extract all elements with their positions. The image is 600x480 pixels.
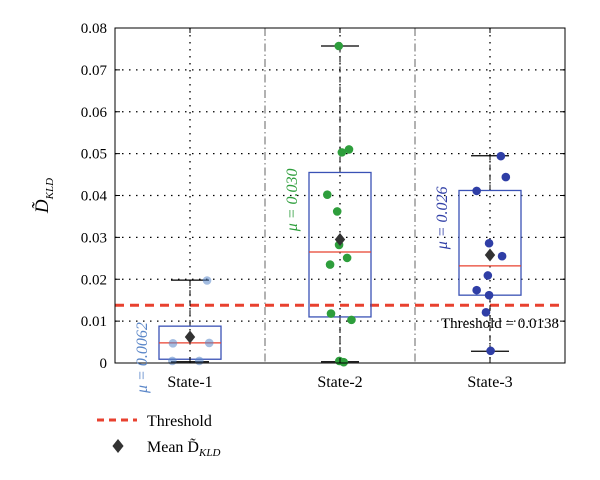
mean-marker — [484, 248, 496, 262]
x-category-label: State-1 — [167, 374, 212, 391]
data-point — [472, 186, 481, 196]
data-point — [342, 253, 352, 263]
data-point — [202, 276, 212, 285]
data-point — [497, 251, 507, 261]
data-point — [326, 309, 336, 318]
y-tick-label: 0.07 — [81, 63, 108, 79]
y-tick-label: 0.04 — [81, 189, 108, 205]
x-category-label: State-2 — [317, 374, 362, 391]
y-tick-label: 0.03 — [81, 230, 107, 246]
y-tick-label: 0.01 — [81, 314, 107, 330]
y-tick-label: 0.02 — [81, 272, 107, 288]
legend-threshold-label: Threshold — [147, 413, 212, 430]
data-point — [347, 315, 356, 325]
legend: Threshold Mean D̃KLD — [97, 413, 220, 459]
legend-mean-swatch — [112, 439, 124, 453]
legend-mean-label: Mean D̃KLD — [147, 438, 220, 459]
data-point — [483, 271, 493, 280]
data-point — [496, 151, 506, 161]
mean-marker — [184, 330, 196, 344]
y-tick-label: 0.05 — [81, 147, 107, 163]
y-tick-label: 0.08 — [81, 21, 107, 37]
mean-value-label: μ = 0.030 — [284, 168, 301, 232]
data-point — [484, 238, 494, 248]
point-layer — [168, 41, 511, 367]
axis-layer — [114, 27, 566, 364]
state-separators — [264, 28, 416, 363]
threshold-label: Threshold = 0.0138 — [441, 316, 559, 332]
x-category-label: State-3 — [467, 374, 512, 391]
data-point — [486, 346, 495, 356]
data-point — [481, 308, 491, 317]
data-point — [204, 338, 214, 348]
text-layer: 0 0.01 0.02 0.03 0.04 0.05 0.06 0.07 0.08 State-1… — [32, 21, 559, 394]
data-point — [322, 190, 332, 199]
data-point — [484, 290, 494, 300]
data-point — [168, 339, 178, 348]
y-tick-label: 0.06 — [81, 105, 108, 121]
y-tick-label: 0 — [100, 356, 108, 372]
data-point — [337, 148, 347, 157]
mean-value-label: μ = 0.0062 — [134, 322, 151, 394]
data-point — [339, 357, 349, 367]
data-point — [334, 41, 344, 51]
box-iqr — [308, 171, 372, 318]
data-point — [168, 356, 177, 366]
data-point — [332, 207, 342, 216]
data-point — [325, 260, 335, 269]
y-axis-label: D̃KLD — [32, 178, 56, 214]
data-point — [344, 145, 354, 154]
mean-value-label: μ = 0.026 — [434, 186, 451, 250]
data-point — [501, 172, 511, 182]
mean-marker — [334, 232, 346, 246]
data-point — [195, 356, 204, 366]
data-point — [472, 285, 481, 295]
